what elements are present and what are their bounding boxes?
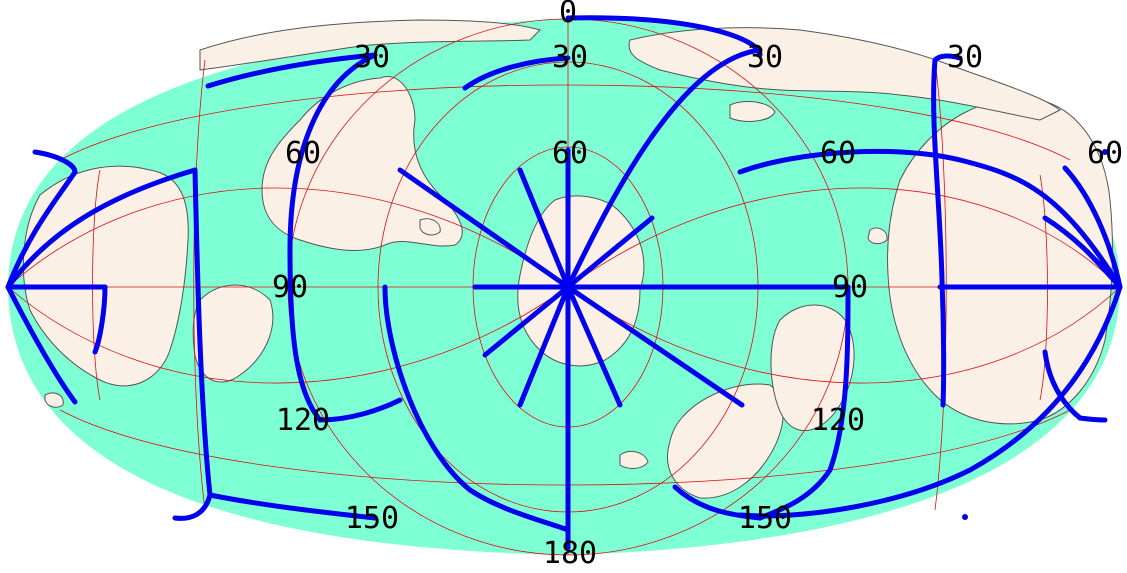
highlight-right-hook-bottom [1042, 349, 1108, 423]
highlight-arc-zero [565, 15, 763, 58]
graticule-labels: 0 30 30 30 30 60 60 60 60 90 90 120 120 … [272, 0, 1123, 571]
landmass-island-3 [867, 227, 888, 245]
highlight-left-top-hook [5, 149, 78, 290]
label-60-c: 60 [820, 136, 856, 171]
highlight-spoke-7 [565, 284, 745, 408]
landmass-africa [770, 304, 855, 432]
highlight-left-vertical [172, 167, 213, 521]
landmass-americas-south [192, 284, 274, 383]
highlight-right-hook-top [1062, 165, 1123, 290]
highlight-spoke-4 [517, 284, 571, 408]
label-180: 180 [543, 536, 597, 571]
highlight-spoke-3 [482, 284, 571, 358]
label-60-a: 60 [285, 136, 321, 171]
highlight-arc-top-right [565, 47, 763, 290]
landmass-island-1 [729, 101, 776, 122]
label-150-b: 150 [738, 501, 792, 536]
highlight-spoke-6 [565, 215, 655, 290]
label-30-a: 30 [354, 40, 390, 75]
landmass-west-continent [22, 165, 189, 387]
highlight-arc-lower-center [382, 284, 571, 533]
highlight-right-arc-60 [737, 148, 1123, 290]
label-60-d: 60 [1087, 136, 1123, 171]
highlight-arc-top-center [462, 55, 571, 91]
landmass-north-east [628, 27, 1061, 121]
highlight-spoke-1 [517, 167, 571, 290]
landmass-island-4 [419, 218, 441, 236]
highlight-center-lower-right [672, 484, 763, 521]
highlight-left-diag-upper [5, 167, 198, 290]
label-30-d: 30 [947, 40, 983, 75]
graticule-left-curve-2 [193, 59, 206, 511]
landmass-australia [666, 383, 784, 499]
graticule-lower-arc [59, 409, 1071, 486]
landmass-island-5 [44, 392, 64, 408]
marker-dot-right-bottom [962, 514, 968, 520]
label-30-b: 30 [552, 40, 588, 75]
landmass-island-2 [619, 451, 649, 469]
label-90-a: 90 [272, 270, 308, 305]
highlight-spoke-5 [565, 284, 623, 408]
label-30-c: 30 [747, 40, 783, 75]
highlight-left-equator-hook [92, 284, 108, 355]
label-120-b: 120 [811, 403, 865, 438]
highlight-right-vertical [931, 53, 963, 408]
highlight-arc-upper-left [205, 52, 378, 89]
label-60-b: 60 [552, 136, 588, 171]
highlight-right-120-curve [757, 284, 851, 521]
highlight-left-diag-lower [5, 284, 78, 405]
highlight-arc-left-big [287, 52, 403, 423]
highlight-curves [5, 15, 1123, 551]
highlight-right-big-lower [737, 284, 1123, 519]
highlight-right-diag-upper [1042, 215, 1123, 290]
landmass-north-europe [199, 19, 541, 71]
highlight-spoke-2 [397, 167, 571, 290]
label-150-a: 150 [345, 501, 399, 536]
label-90-b: 90 [832, 270, 868, 305]
highlight-left-bottom [207, 492, 378, 521]
graticule-upper-arc [59, 84, 1071, 161]
label-0: 0 [559, 0, 577, 30]
label-120-a: 120 [276, 403, 330, 438]
marker-dot-right-top [1102, 149, 1108, 155]
